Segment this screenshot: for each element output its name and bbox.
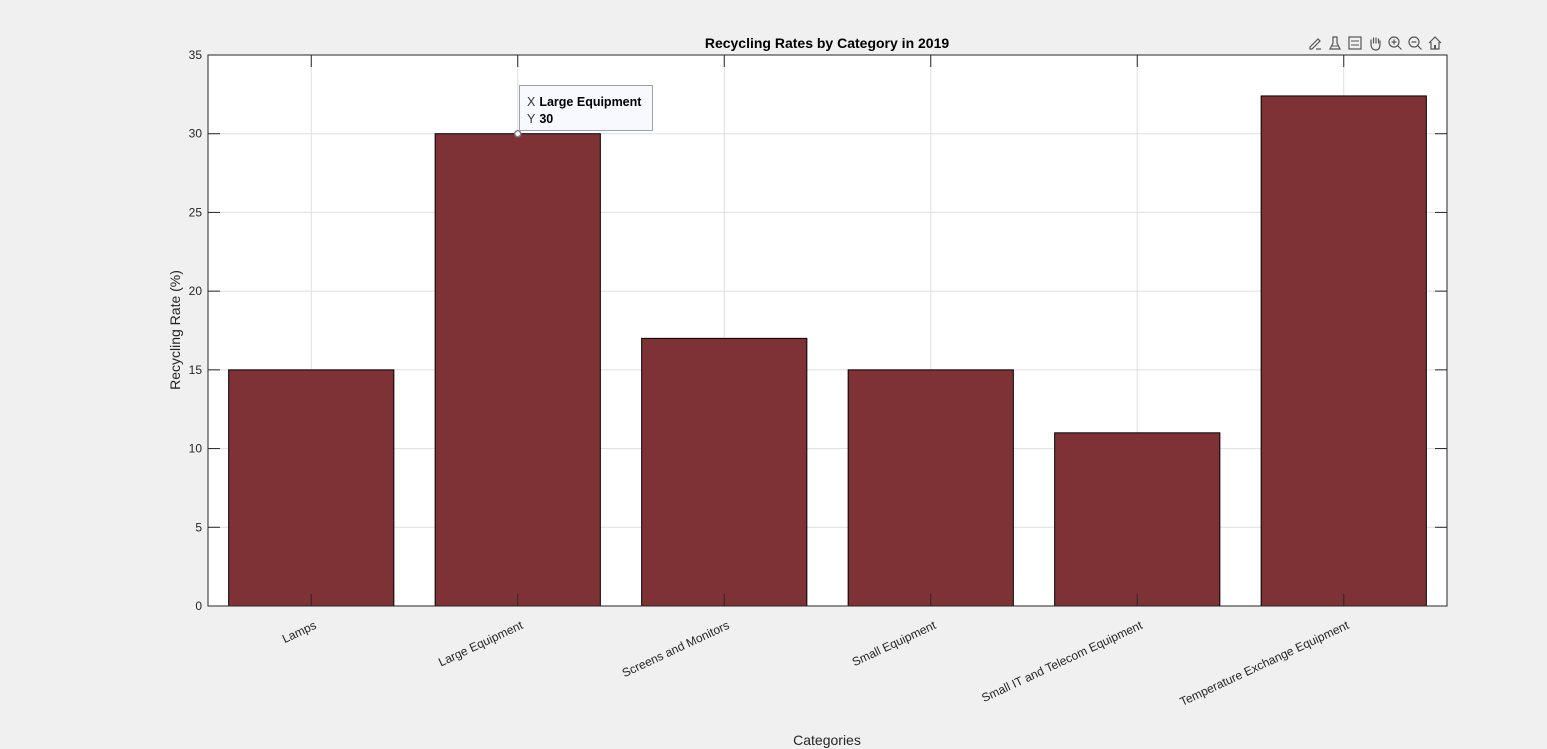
bar-large-equipment[interactable]	[434, 133, 601, 607]
y-tick-label: 0	[195, 599, 202, 613]
x-tick-label: Lamps	[280, 618, 319, 646]
y-tick-label: 25	[189, 205, 203, 219]
axes-box	[207, 54, 1448, 607]
bars	[228, 95, 1427, 607]
edit-icon[interactable]	[1306, 34, 1324, 52]
datatip-x-row: X Large Equipment	[527, 94, 652, 111]
datatip[interactable]: X Large Equipment Y 30	[519, 85, 653, 131]
x-tick-label: Small IT and Telecom Equipment	[979, 618, 1145, 705]
y-tick-label: 5	[195, 520, 202, 534]
datatip-icon[interactable]	[1346, 34, 1364, 52]
pan-icon[interactable]	[1366, 34, 1384, 52]
datatip-y-value: 30	[539, 112, 554, 126]
y-tick-label: 30	[189, 127, 203, 141]
y-tick-labels: 0 5 10 15 20 25 30 35	[189, 48, 203, 613]
datatip-x-key: X	[527, 95, 536, 109]
x-axis-label: Categories	[793, 732, 861, 748]
y-tick-label: 35	[189, 48, 203, 62]
y-tick-label: 15	[189, 363, 203, 377]
y-tick-label: 20	[189, 284, 203, 298]
chart-title: Recycling Rates by Category in 2019	[705, 35, 950, 51]
ticks	[208, 54, 1447, 607]
axes-background	[208, 55, 1447, 606]
x-tick-labels: Lamps Large Equipment Screens and Monitors…	[280, 618, 1352, 709]
bar-screens-and-monitors[interactable]	[641, 337, 808, 607]
y-axis-label: Recycling Rate (%)	[167, 270, 183, 390]
x-tick-label: Large Equipment	[436, 618, 525, 670]
bar-small-equipment[interactable]	[847, 369, 1014, 607]
bar-small-it-and-telecom-equipment[interactable]	[1054, 432, 1221, 607]
x-tick-label: Small Equipment	[850, 618, 939, 669]
datatip-marker[interactable]	[514, 129, 522, 138]
brush-icon[interactable]	[1326, 34, 1344, 52]
y-tick-label: 10	[189, 442, 203, 456]
zoom-out-icon[interactable]	[1406, 34, 1424, 52]
x-tick-label: Screens and Monitors	[620, 618, 732, 680]
bar-temperature-exchange-equipment[interactable]	[1260, 95, 1427, 607]
bar-lamps[interactable]	[228, 369, 395, 607]
datatip-x-value: Large Equipment	[539, 95, 642, 109]
zoom-in-icon[interactable]	[1386, 34, 1404, 52]
axes-toolbar	[1306, 34, 1444, 52]
datatip-y-row: Y 30	[527, 111, 652, 128]
home-icon[interactable]	[1426, 34, 1444, 52]
datatip-y-key: Y	[527, 112, 536, 126]
x-tick-label: Temperature Exchange Equipment	[1178, 618, 1352, 709]
